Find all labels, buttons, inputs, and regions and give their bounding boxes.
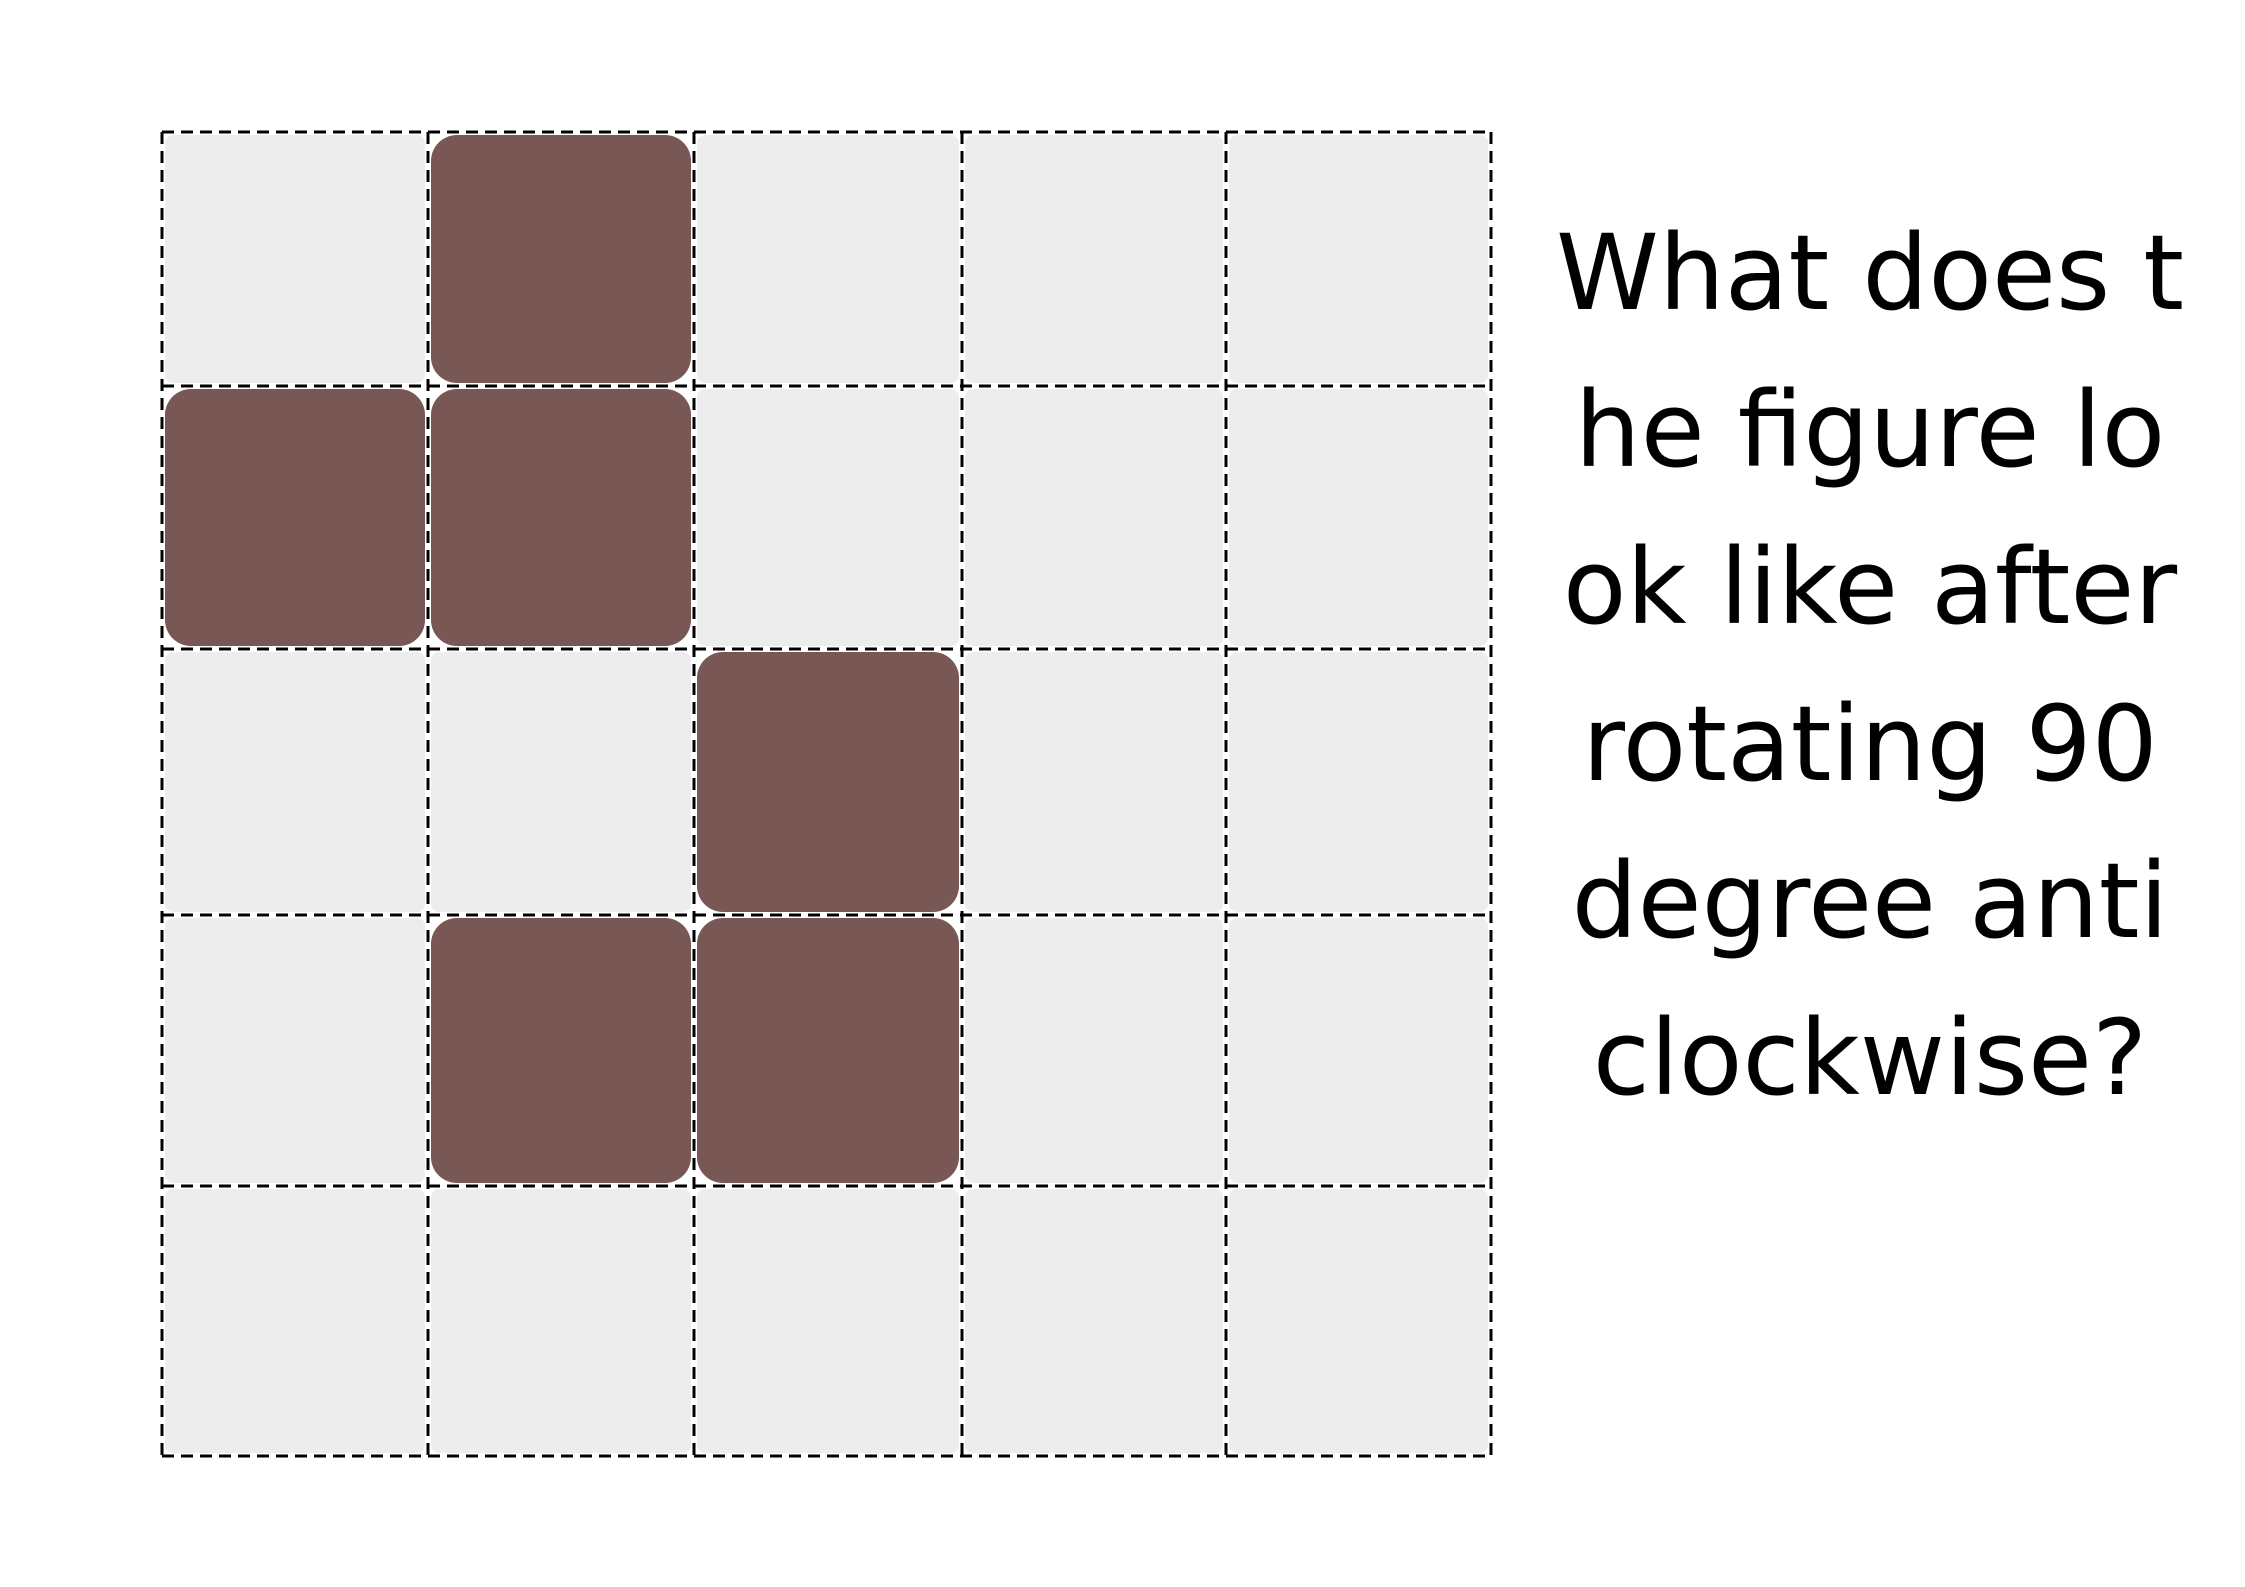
filled-cell: [165, 389, 425, 646]
empty-cell: [165, 652, 425, 912]
empty-cell: [1229, 135, 1488, 383]
empty-cell: [1229, 918, 1488, 1183]
filled-cell: [431, 135, 691, 383]
empty-cell: [697, 1189, 959, 1453]
empty-cell: [1229, 652, 1488, 912]
grid-lines: [160, 130, 1493, 1458]
empty-cell: [697, 389, 959, 646]
empty-cell: [965, 1189, 1223, 1453]
question-text: What does the figure look like after rot…: [1556, 212, 2184, 1119]
filled-cell: [431, 389, 691, 646]
empty-cell: [1229, 389, 1488, 646]
empty-cell: [431, 652, 691, 912]
empty-cell: [965, 652, 1223, 912]
empty-cell: [165, 1189, 425, 1453]
empty-cell: [1229, 1189, 1488, 1453]
empty-cell: [965, 135, 1223, 383]
empty-cell: [165, 918, 425, 1183]
grid-cells: [165, 135, 1488, 1453]
empty-cell: [697, 135, 959, 383]
filled-cell: [697, 918, 959, 1183]
empty-cell: [165, 135, 425, 383]
empty-cell: [431, 1189, 691, 1453]
filled-cell: [697, 652, 959, 912]
empty-cell: [965, 918, 1223, 1183]
filled-cell: [431, 918, 691, 1183]
empty-cell: [965, 389, 1223, 646]
